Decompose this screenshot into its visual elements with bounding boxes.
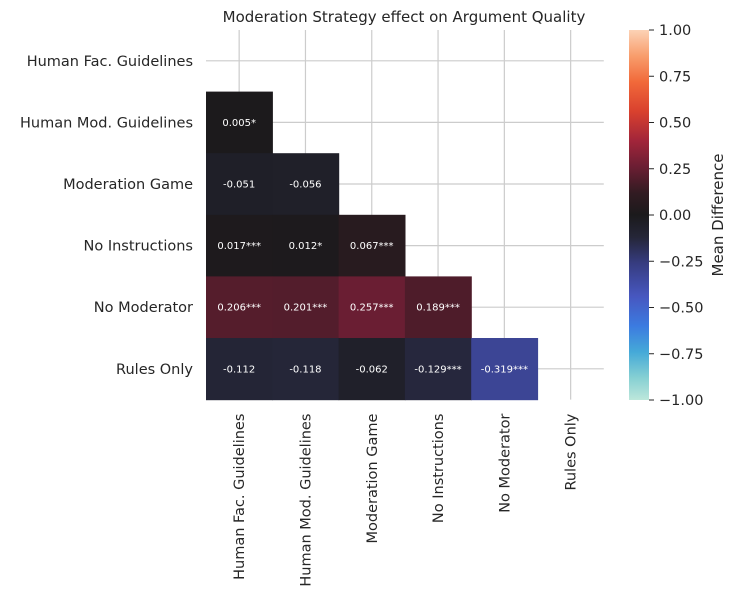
cell-value-label: -0.319***	[481, 364, 528, 375]
cell-value-label: 0.005*	[222, 118, 256, 129]
y-tick-label: No Instructions	[84, 239, 194, 255]
colorbar-tick-label: 0.00	[659, 208, 691, 224]
x-tick-label: No Instructions	[431, 414, 447, 523]
heatmap-cell	[338, 276, 406, 339]
heatmap-cell	[471, 338, 539, 401]
heatmap-cell	[206, 276, 273, 339]
cell-value-label: 0.017***	[217, 241, 261, 252]
cell-value-label: -0.112	[223, 364, 255, 375]
colorbar-ticks: 1.00 0.75 0.50 0.25 0.00 −0.25 −0.50 −0.75 −1.00	[649, 23, 703, 409]
heatmap-cell	[272, 153, 340, 216]
colorbar-tick-label: 0.50	[659, 116, 691, 132]
heatmap-cell	[338, 338, 406, 401]
colorbar-tick-label: −1.00	[659, 393, 703, 409]
heatmap-cell	[338, 214, 406, 277]
colorbar-tick-label: −0.75	[659, 347, 703, 363]
y-tick-label: Moderation Game	[63, 177, 193, 193]
heatmap-cell	[272, 214, 340, 277]
colorbar-tick-label: −0.50	[659, 301, 703, 317]
heatmap-cells: 0.005* -0.051 -0.056 0.017*** 0.012* 0.067***…	[206, 91, 539, 401]
x-tick-label: Rules Only	[564, 413, 580, 490]
x-tick-label: No Moderator	[497, 414, 513, 513]
heatmap-cell	[206, 214, 273, 277]
cell-value-label: 0.206***	[217, 303, 261, 314]
cell-value-label: -0.118	[289, 364, 321, 375]
heatmap-cell	[206, 91, 273, 154]
cell-value-label: 0.012*	[289, 241, 323, 252]
cell-value-label: -0.056	[289, 180, 321, 191]
heatmap-cell	[206, 153, 273, 216]
colorbar-tick-label: 1.00	[659, 23, 691, 39]
colorbar: 1.00 0.75 0.50 0.25 0.00 −0.25 −0.50 −0.75 −1.00…	[629, 23, 727, 409]
x-tick-label: Moderation Game	[365, 414, 381, 544]
chart-title: Moderation Strategy effect on Argument Q…	[223, 8, 586, 26]
x-tick-label: Human Mod. Guidelines	[298, 414, 314, 587]
heatmap-cell	[272, 276, 340, 339]
cell-value-label: -0.051	[223, 180, 255, 191]
heatmap-cell	[404, 276, 472, 339]
cell-value-label: 0.067***	[350, 241, 394, 252]
y-tick-label: Rules Only	[116, 362, 193, 378]
heatmap-cell	[272, 338, 340, 401]
y-tick-label: Human Fac. Guidelines	[27, 54, 193, 70]
y-tick-label: Human Mod. Guidelines	[20, 115, 193, 131]
y-tick-labels: Human Fac. Guidelines Human Mod. Guidelin…	[20, 54, 193, 378]
heatmap-cell	[206, 338, 273, 401]
y-tick-label: No Moderator	[94, 300, 193, 316]
colorbar-scale	[629, 30, 649, 400]
x-tick-labels: Human Fac. Guidelines Human Mod. Guidelin…	[232, 413, 580, 586]
cell-value-label: -0.062	[356, 364, 388, 375]
colorbar-tick-label: 0.75	[659, 69, 691, 85]
colorbar-tick-label: 0.25	[659, 162, 691, 178]
colorbar-label: Mean Difference	[709, 154, 727, 277]
cell-value-label: 0.257***	[350, 303, 394, 314]
colorbar-tick-label: −0.25	[659, 254, 703, 270]
cell-value-label: 0.189***	[416, 303, 460, 314]
x-tick-label: Human Fac. Guidelines	[232, 414, 248, 580]
heatmap-cell	[404, 338, 472, 401]
cell-value-label: 0.201***	[284, 303, 328, 314]
cell-value-label: -0.129***	[414, 364, 461, 375]
